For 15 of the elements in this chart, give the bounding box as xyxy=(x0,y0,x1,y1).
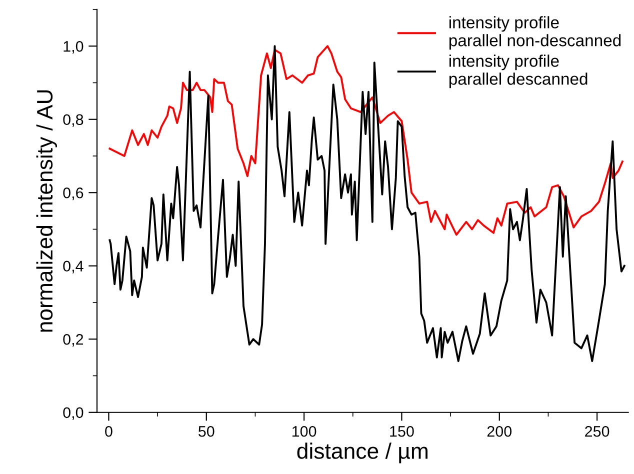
x-tick-label: 50 xyxy=(198,426,214,437)
y-tick-label: 0,4 xyxy=(63,260,84,274)
y-tick-label: 0,0 xyxy=(63,407,84,420)
x-axis-title: distance / µm xyxy=(297,442,428,464)
x-tick-label: 200 xyxy=(487,426,512,437)
x-tick-label: 0 xyxy=(105,426,112,437)
y-tick-label: 0,8 xyxy=(63,114,84,127)
y-tick-label: 0,6 xyxy=(63,187,84,200)
legend-label: intensity profile parallel descanned xyxy=(449,54,588,88)
x-tick-label: 150 xyxy=(390,426,414,437)
y-tick-label: 0,2 xyxy=(63,334,84,347)
x-tick-label: 100 xyxy=(292,426,316,437)
x-tick-label: 250 xyxy=(585,426,610,437)
y-axis-title: normalized intensity / AU xyxy=(36,90,58,332)
y-tick-label: 1,0 xyxy=(64,40,84,54)
